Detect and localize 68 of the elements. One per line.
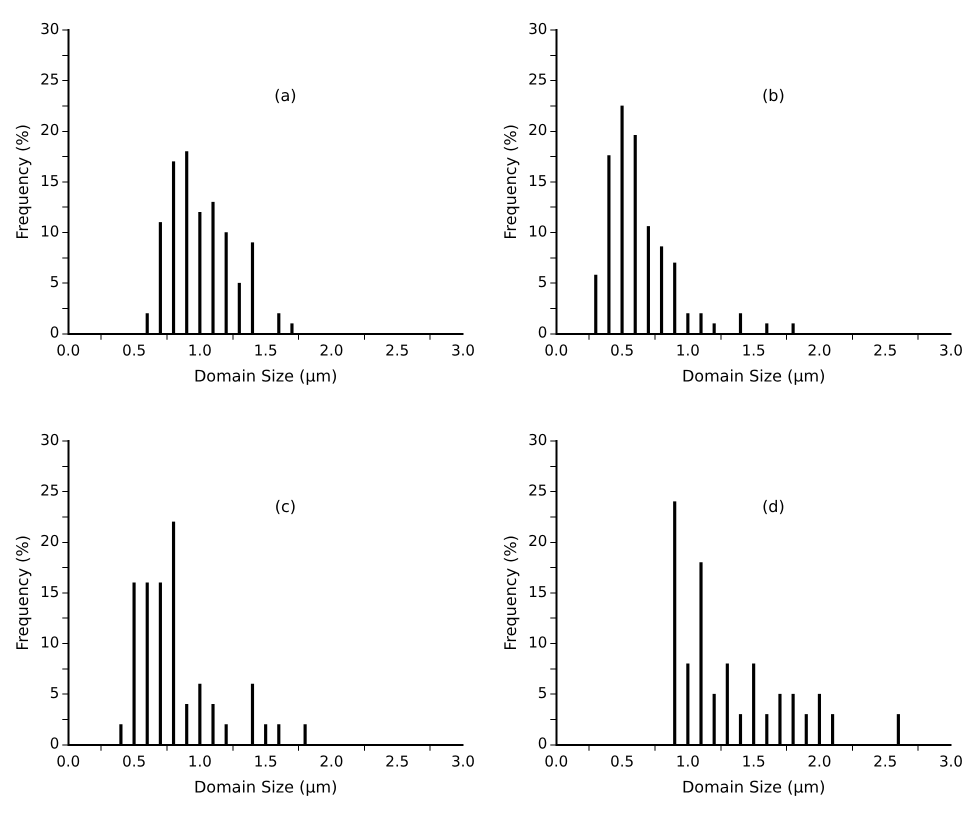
x-tick-label: 0.0 xyxy=(544,752,568,771)
x-tick-label: 2.0 xyxy=(320,752,344,771)
annotation: (c) xyxy=(274,496,296,516)
x-tick-label: 1.5 xyxy=(742,342,766,360)
x-axis-title: Domain Size (µm) xyxy=(682,778,826,797)
x-tick-label: 0.5 xyxy=(610,752,634,771)
y-tick-label: 10 xyxy=(40,222,60,240)
y-tick-label: 5 xyxy=(50,273,60,292)
y-tick-label: 25 xyxy=(528,70,548,89)
y-tick-label: 0 xyxy=(538,734,548,753)
y-axis-title: Frequency (%) xyxy=(500,535,520,651)
x-tick-label: 0.5 xyxy=(122,752,146,771)
x-tick-label: 2.0 xyxy=(808,342,832,360)
y-tick-label: 10 xyxy=(528,222,548,240)
annotation: (d) xyxy=(762,496,785,516)
y-tick-label: 15 xyxy=(528,582,548,601)
y-tick-label: 25 xyxy=(40,70,60,89)
y-axis-title: Frequency (%) xyxy=(500,124,520,240)
y-tick-label: 5 xyxy=(538,273,548,292)
y-tick-label: 25 xyxy=(40,482,60,500)
x-tick-label: 0.5 xyxy=(122,342,146,360)
y-tick-label: 0 xyxy=(50,324,60,342)
y-tick-label: 30 xyxy=(40,20,60,38)
x-tick-label: 0.0 xyxy=(56,752,80,771)
x-tick-label: 3.0 xyxy=(451,342,475,360)
y-axis-title: Frequency (%) xyxy=(12,124,32,240)
x-tick-label: 3.0 xyxy=(451,752,475,771)
x-tick-label: 0.0 xyxy=(56,342,80,360)
x-tick-label: 0.5 xyxy=(610,342,634,360)
y-axis-title: Frequency (%) xyxy=(12,535,32,651)
x-tick-label: 1.5 xyxy=(254,752,278,771)
y-tick-label: 0 xyxy=(538,324,548,342)
x-tick-label: 1.0 xyxy=(188,342,212,360)
x-tick-label: 2.0 xyxy=(320,342,344,360)
y-tick-label: 10 xyxy=(40,633,60,652)
x-axis-title: Domain Size (µm) xyxy=(194,366,338,386)
x-tick-label: 1.0 xyxy=(676,752,700,771)
y-tick-label: 15 xyxy=(40,172,60,190)
y-tick-label: 25 xyxy=(528,482,548,500)
x-tick-label: 0.0 xyxy=(544,342,568,360)
y-tick-label: 20 xyxy=(40,121,60,140)
x-axis-title: Domain Size (µm) xyxy=(682,366,826,386)
x-tick-label: 1.0 xyxy=(188,752,212,771)
y-tick-label: 30 xyxy=(528,430,548,449)
y-tick-label: 10 xyxy=(528,633,548,652)
y-tick-label: 20 xyxy=(40,532,60,550)
y-tick-label: 20 xyxy=(528,532,548,550)
x-tick-label: 1.0 xyxy=(676,342,700,360)
y-tick-label: 20 xyxy=(528,121,548,140)
y-tick-label: 5 xyxy=(538,684,548,702)
x-axis-title: Domain Size (µm) xyxy=(194,778,338,797)
y-tick-label: 5 xyxy=(50,684,60,702)
y-tick-label: 30 xyxy=(528,20,548,38)
annotation: (b) xyxy=(762,86,785,105)
y-tick-label: 15 xyxy=(528,172,548,190)
x-tick-label: 1.5 xyxy=(254,342,278,360)
x-tick-label: 3.0 xyxy=(939,342,963,360)
y-tick-label: 30 xyxy=(40,430,60,449)
annotation: (a) xyxy=(274,86,297,105)
x-tick-label: 2.0 xyxy=(808,752,832,771)
y-tick-label: 0 xyxy=(50,734,60,753)
x-tick-label: 2.5 xyxy=(385,752,410,771)
x-tick-label: 3.0 xyxy=(939,752,963,771)
y-tick-label: 15 xyxy=(40,582,60,601)
x-tick-label: 2.5 xyxy=(873,342,898,360)
x-tick-label: 2.5 xyxy=(385,342,410,360)
x-tick-label: 2.5 xyxy=(873,752,898,771)
x-tick-label: 1.5 xyxy=(742,752,766,771)
